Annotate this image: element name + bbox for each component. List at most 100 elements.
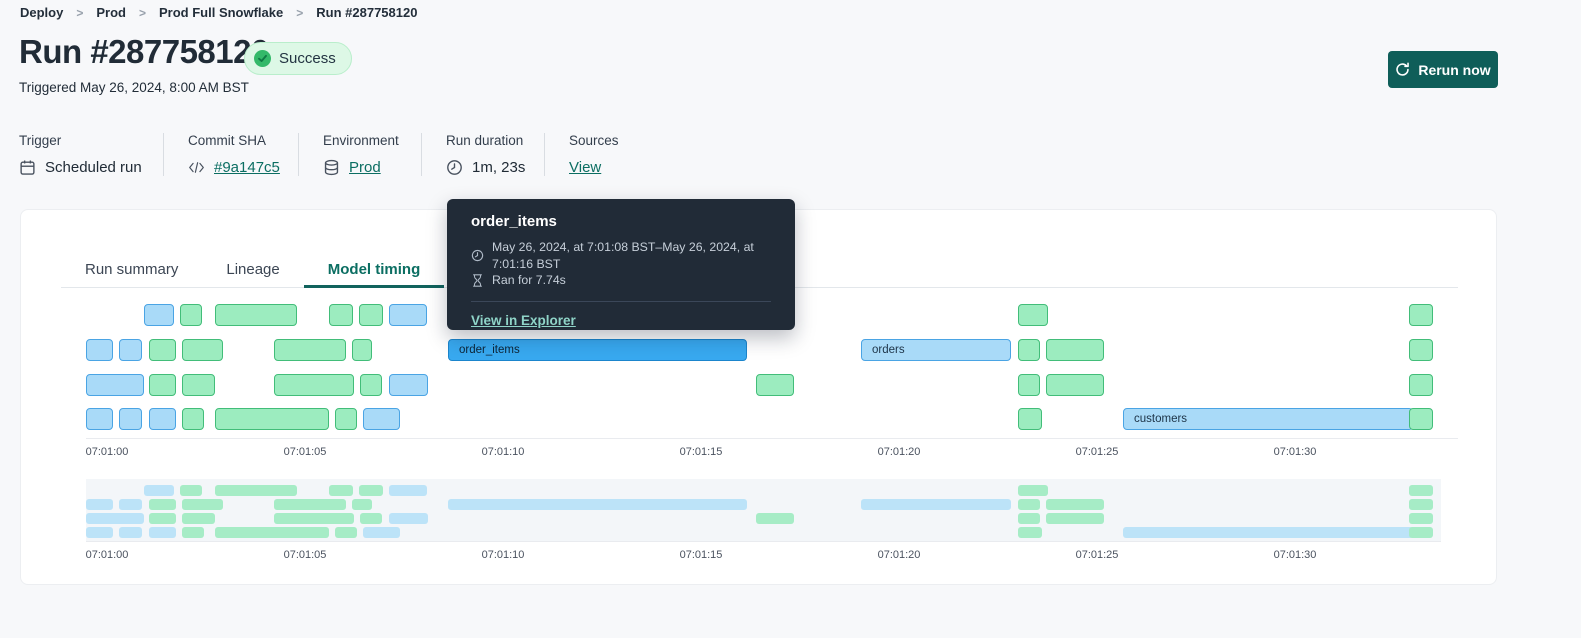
gantt-bar[interactable] (182, 408, 204, 430)
success-check-icon (254, 50, 271, 67)
gantt-bar-order_items[interactable]: order_items (448, 339, 747, 361)
axis-tick-label: 07:01:05 (283, 549, 327, 561)
gantt-bar[interactable] (389, 373, 428, 396)
gantt-bar[interactable] (335, 408, 357, 430)
meta-value: Prod (323, 159, 421, 176)
gantt-bar[interactable] (1409, 304, 1433, 326)
gantt-bar[interactable] (215, 408, 329, 430)
tooltip-duration: Ran for 7.74s (492, 273, 566, 287)
gantt-bar[interactable] (86, 339, 113, 361)
minimap-bar (182, 499, 223, 510)
gantt-bar[interactable] (149, 408, 176, 430)
clock-icon (446, 159, 463, 176)
meta-col-sources: Sources View (569, 133, 649, 176)
meta-text: Scheduled run (45, 159, 142, 176)
gantt-bar[interactable] (1018, 339, 1040, 361)
minimap-bar (86, 513, 144, 524)
gantt-bar[interactable] (1409, 408, 1433, 430)
minimap-bar (144, 485, 174, 496)
gantt-bar[interactable] (86, 373, 144, 396)
rerun-now-button[interactable]: Rerun now (1388, 51, 1498, 88)
gantt-bar[interactable] (144, 304, 174, 326)
triggered-timestamp: Triggered May 26, 2024, 8:00 AM BST (19, 80, 249, 95)
page-title: Run #287758120 (19, 33, 269, 70)
gantt-minimap[interactable] (86, 479, 1441, 542)
minimap-bar (215, 527, 329, 538)
minimap-bar (359, 485, 383, 496)
gantt-bar[interactable] (119, 339, 142, 361)
meta-col-run-duration: Run duration 1m, 23s (446, 133, 545, 176)
axis-tick-label: 07:01:00 (85, 446, 129, 458)
minimap-bar (86, 499, 113, 510)
minimap-bar (86, 527, 113, 538)
gantt-bar[interactable] (360, 373, 382, 396)
breadcrumb-item-prod[interactable]: Prod (96, 5, 126, 20)
axis-tick-label: 07:01:30 (1273, 549, 1317, 561)
minimap-bar (1018, 485, 1048, 496)
status-label: Success (279, 50, 336, 67)
meta-label: Sources (569, 133, 619, 148)
run-metadata-row: Trigger Scheduled run Commit SHA #9a147c5 En… (19, 133, 649, 176)
gantt-bar[interactable] (1409, 373, 1433, 396)
meta-label: Environment (323, 133, 399, 148)
axis-tick-label: 07:01:15 (679, 549, 723, 561)
minimap-bar (1018, 527, 1042, 538)
gantt-bar[interactable] (119, 408, 142, 430)
gantt-bar[interactable] (274, 373, 354, 396)
gantt-bar[interactable] (1018, 373, 1040, 396)
meta-value: 1m, 23s (446, 159, 544, 176)
minimap-bar (1018, 499, 1040, 510)
gantt-bar[interactable] (1018, 304, 1048, 326)
axis-tick-label: 07:01:10 (481, 446, 525, 458)
gantt-bar[interactable] (359, 304, 383, 326)
minimap-bar (180, 485, 202, 496)
gantt-bar[interactable] (86, 408, 113, 430)
axis-tick-label: 07:01:15 (679, 446, 723, 458)
minimap-bar (363, 527, 400, 538)
breadcrumb: Deploy > Prod > Prod Full Snowflake > Run #287… (20, 5, 417, 20)
gantt-bar[interactable] (1046, 339, 1104, 361)
minimap-bar (119, 499, 142, 510)
gantt-bar[interactable] (1046, 373, 1104, 396)
tooltip-time-range: May 26, 2024, at 7:01:08 BST–May 26, 202… (492, 240, 754, 271)
meta-link-prod[interactable]: Prod (349, 159, 381, 176)
clock-icon (471, 249, 484, 262)
gantt-bar-orders[interactable]: orders (861, 339, 1011, 361)
gantt-bar[interactable] (149, 373, 176, 396)
breadcrumb-item-deploy[interactable]: Deploy (20, 5, 64, 20)
gantt-bar[interactable] (180, 304, 202, 326)
gantt-bar[interactable] (363, 408, 400, 430)
view-in-explorer-link[interactable]: View in Explorer (471, 312, 576, 328)
breadcrumb-item-run-287758120: Run #287758120 (316, 5, 418, 20)
gantt-bar[interactable] (1409, 339, 1433, 361)
tab-lineage[interactable]: Lineage (226, 260, 280, 278)
minimap-bar (1409, 527, 1433, 538)
meta-link-view[interactable]: View (569, 159, 602, 176)
gantt-bar-customers[interactable]: customers (1123, 408, 1413, 430)
meta-label: Commit SHA (188, 133, 267, 148)
gantt-bar[interactable] (274, 339, 346, 361)
gantt-bar[interactable] (389, 304, 427, 326)
axis-tick-label: 07:01:10 (481, 549, 525, 561)
rerun-now-label: Rerun now (1418, 61, 1491, 78)
minimap-bar (1046, 499, 1104, 510)
database-icon (323, 159, 340, 176)
tab-run-summary[interactable]: Run summary (85, 260, 179, 278)
gantt-bar[interactable] (756, 373, 794, 396)
axis-tick-label: 07:01:20 (877, 549, 921, 561)
minimap-bar-customers (1123, 527, 1413, 538)
minimap-bar (182, 513, 215, 524)
tab-model-timing[interactable]: Model timing (303, 251, 445, 288)
gantt-bar[interactable] (182, 339, 223, 361)
minimap-bar (389, 485, 427, 496)
gantt-bar[interactable] (1018, 408, 1042, 430)
gantt-bar[interactable] (329, 304, 353, 326)
breadcrumb-item-prod-full-snowflake[interactable]: Prod Full Snowflake (159, 5, 284, 20)
gantt-bar[interactable] (182, 373, 215, 396)
gantt-bar[interactable] (215, 304, 297, 326)
gantt-bar[interactable] (352, 339, 372, 361)
minimap-bar-order_items (448, 499, 747, 510)
gantt-bar[interactable] (149, 339, 176, 361)
meta-link--9a147c5[interactable]: #9a147c5 (214, 159, 280, 176)
axis-tick-label: 07:01:25 (1075, 549, 1119, 561)
